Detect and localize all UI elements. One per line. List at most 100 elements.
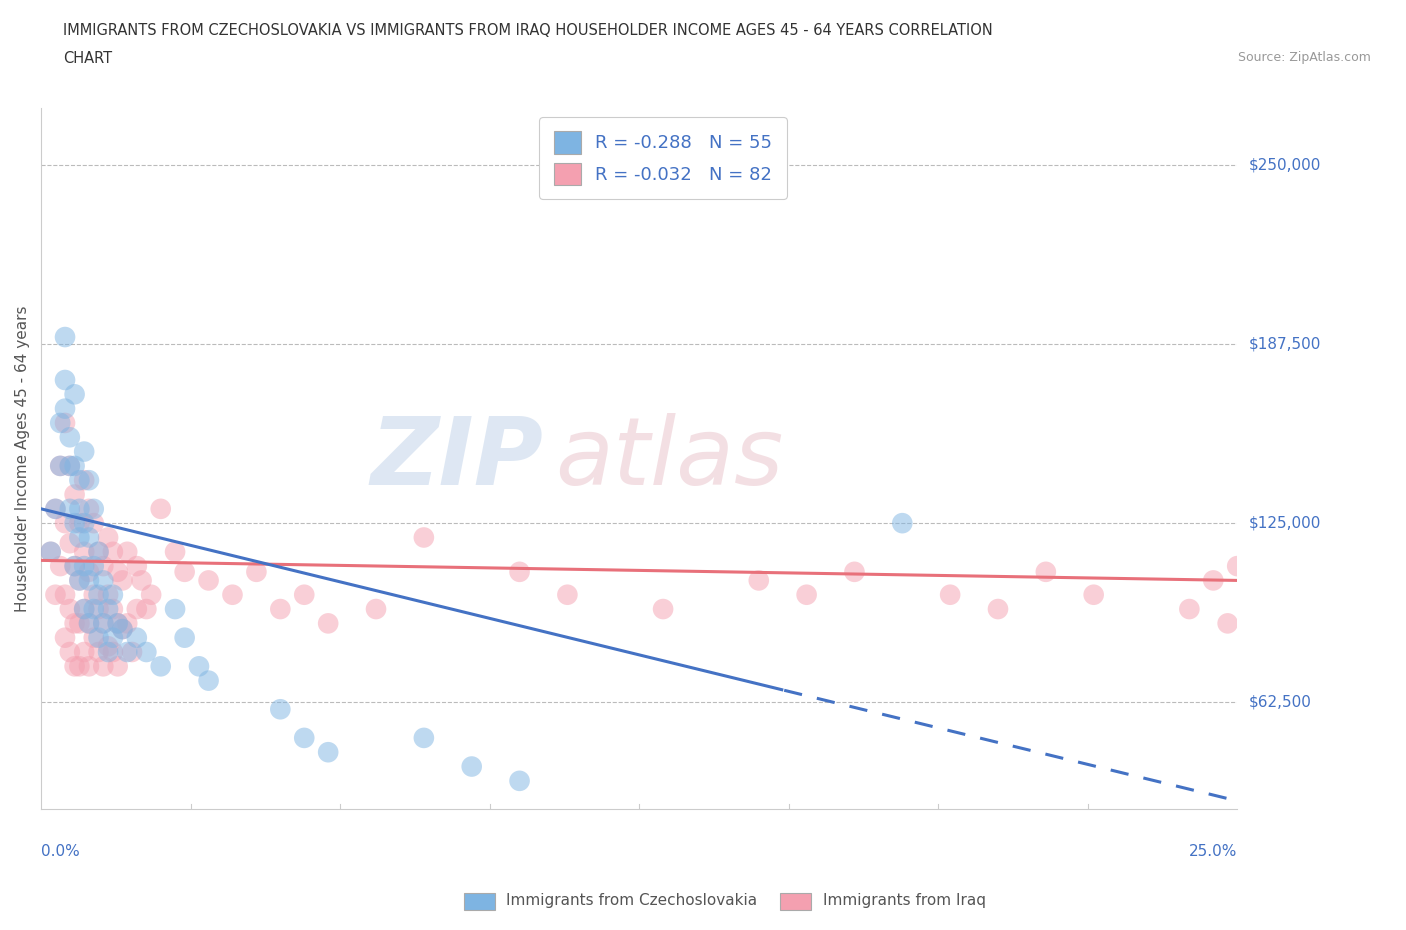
Point xyxy=(67,472,90,487)
Point xyxy=(49,458,72,473)
Point xyxy=(101,644,124,659)
Point xyxy=(1216,616,1239,631)
Point xyxy=(77,616,100,631)
Point xyxy=(121,644,143,659)
Point xyxy=(97,588,120,603)
Text: IMMIGRANTS FROM CZECHOSLOVAKIA VS IMMIGRANTS FROM IRAQ HOUSEHOLDER INCOME AGES 4: IMMIGRANTS FROM CZECHOSLOVAKIA VS IMMIGR… xyxy=(63,23,993,38)
Point xyxy=(101,544,124,559)
Point xyxy=(316,616,339,631)
Point xyxy=(107,616,129,631)
Point xyxy=(87,544,110,559)
Point xyxy=(149,658,172,673)
Point xyxy=(83,631,105,645)
Point xyxy=(73,516,96,531)
Point xyxy=(107,565,129,579)
Point xyxy=(101,602,124,617)
Point xyxy=(111,573,134,588)
Point xyxy=(83,588,105,603)
Point xyxy=(149,501,172,516)
Point xyxy=(141,588,163,603)
Point xyxy=(509,565,531,579)
Point xyxy=(83,501,105,516)
Point xyxy=(59,430,82,445)
Point xyxy=(83,559,105,574)
Point xyxy=(101,631,124,645)
Point xyxy=(165,602,187,617)
Point xyxy=(53,516,76,531)
Point xyxy=(59,602,82,617)
Point xyxy=(197,573,219,588)
Point xyxy=(63,458,86,473)
Point xyxy=(412,730,434,745)
Point xyxy=(83,602,105,617)
Point xyxy=(63,487,86,502)
FancyBboxPatch shape xyxy=(780,893,811,910)
Point xyxy=(939,588,962,603)
Point xyxy=(53,416,76,431)
Point xyxy=(73,559,96,574)
Point xyxy=(87,602,110,617)
Text: Source: ZipAtlas.com: Source: ZipAtlas.com xyxy=(1237,51,1371,64)
Point xyxy=(107,658,129,673)
Point xyxy=(73,602,96,617)
Point xyxy=(77,501,100,516)
Point xyxy=(67,616,90,631)
Point xyxy=(44,501,66,516)
Point xyxy=(91,559,114,574)
Point xyxy=(87,631,110,645)
Point xyxy=(197,673,219,688)
Point xyxy=(165,544,187,559)
Point xyxy=(97,602,120,617)
Point xyxy=(125,631,148,645)
Point xyxy=(412,530,434,545)
Y-axis label: Householder Income Ages 45 - 64 years: Householder Income Ages 45 - 64 years xyxy=(15,305,30,612)
Point xyxy=(63,559,86,574)
Point xyxy=(49,416,72,431)
Point xyxy=(87,588,110,603)
Legend: R = -0.288   N = 55, R = -0.032   N = 82: R = -0.288 N = 55, R = -0.032 N = 82 xyxy=(540,117,787,199)
Point xyxy=(111,621,134,636)
Point xyxy=(748,573,770,588)
Point xyxy=(131,573,153,588)
Point xyxy=(53,588,76,603)
Point xyxy=(53,631,76,645)
Point xyxy=(557,588,579,603)
Point xyxy=(125,559,148,574)
Point xyxy=(91,658,114,673)
Point xyxy=(891,516,914,531)
Point xyxy=(77,530,100,545)
Point xyxy=(316,745,339,760)
Text: 0.0%: 0.0% xyxy=(41,844,80,859)
Point xyxy=(63,387,86,402)
Point xyxy=(73,544,96,559)
Point xyxy=(39,544,62,559)
Point xyxy=(135,644,157,659)
Point xyxy=(87,644,110,659)
Text: Immigrants from Iraq: Immigrants from Iraq xyxy=(823,893,986,908)
Point xyxy=(67,658,90,673)
Point xyxy=(292,588,315,603)
Point xyxy=(49,458,72,473)
Text: Immigrants from Czechoslovakia: Immigrants from Czechoslovakia xyxy=(506,893,758,908)
Point xyxy=(509,774,531,789)
Point xyxy=(188,658,211,673)
Point xyxy=(77,472,100,487)
Point xyxy=(63,616,86,631)
Point xyxy=(63,559,86,574)
Point xyxy=(67,530,90,545)
Point xyxy=(269,602,291,617)
Point xyxy=(87,544,110,559)
Text: ZIP: ZIP xyxy=(371,413,544,505)
Point xyxy=(59,536,82,551)
Text: $125,000: $125,000 xyxy=(1249,515,1320,531)
Point xyxy=(1083,588,1105,603)
Point xyxy=(59,501,82,516)
Point xyxy=(77,573,100,588)
Point xyxy=(91,616,114,631)
Point xyxy=(59,458,82,473)
Point xyxy=(39,544,62,559)
Point xyxy=(111,621,134,636)
Text: $187,500: $187,500 xyxy=(1249,337,1320,352)
Point xyxy=(67,573,90,588)
Text: $250,000: $250,000 xyxy=(1249,158,1320,173)
